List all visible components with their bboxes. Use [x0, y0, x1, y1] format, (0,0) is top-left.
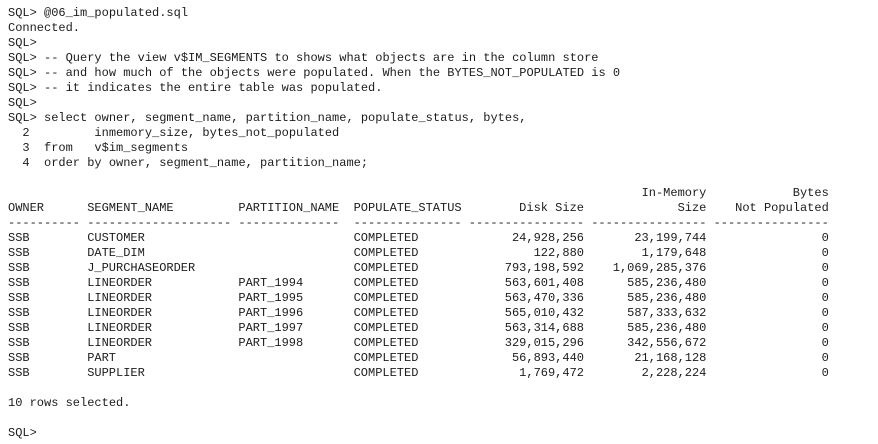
table-cell: 565,010,432: [504, 306, 584, 320]
terminal-line: SQL> -- Query the view v$IM_SEGMENTS to …: [8, 51, 599, 65]
table-cell: 0: [821, 261, 829, 275]
table-cell: 0: [821, 336, 829, 350]
table-cell: COMPLETED: [353, 351, 419, 365]
table-cell: LINEORDER: [87, 291, 152, 305]
header-separator: ----------: [8, 216, 81, 230]
table-cell: 23,199,744: [634, 231, 707, 245]
table-cell: 0: [821, 366, 829, 380]
table-cell: DATE_DIM: [87, 246, 145, 260]
table-cell: 0: [821, 351, 829, 365]
table-cell: SSB: [8, 366, 30, 380]
column-header: In-Memory: [641, 186, 707, 200]
table-cell: LINEORDER: [87, 321, 152, 335]
column-header: SEGMENT_NAME: [87, 201, 174, 215]
table-cell: PART_1994: [238, 276, 304, 290]
sql-prompt: SQL>: [8, 426, 37, 440]
table-cell: 585,236,480: [627, 321, 707, 335]
table-cell: 24,928,256: [511, 231, 584, 245]
table-cell: 0: [821, 276, 829, 290]
header-separator: --------------: [238, 216, 340, 230]
terminal-line: 3 from v$im_segments: [8, 141, 189, 155]
table-cell: SSB: [8, 231, 30, 245]
table-cell: SUPPLIER: [87, 366, 145, 380]
table-cell: SSB: [8, 336, 30, 350]
table-cell: 587,333,632: [627, 306, 707, 320]
column-header: Not Populated: [735, 201, 829, 215]
table-cell: 122,880: [533, 246, 584, 260]
table-cell: 329,015,296: [504, 336, 584, 350]
table-cell: J_PURCHASEORDER: [87, 261, 196, 275]
table-cell: SSB: [8, 246, 30, 260]
terminal-line: SQL> select owner, segment_name, partiti…: [8, 111, 527, 125]
table-cell: COMPLETED: [353, 261, 419, 275]
column-header: Size: [677, 201, 707, 215]
header-separator: --------------------: [87, 216, 232, 230]
table-cell: SSB: [8, 291, 30, 305]
terminal-line: Connected.: [8, 21, 81, 35]
table-cell: PART_1995: [238, 291, 304, 305]
column-header: Bytes: [792, 186, 829, 200]
table-cell: LINEORDER: [87, 306, 152, 320]
table-cell: 585,236,480: [627, 276, 707, 290]
table-cell: 342,556,672: [627, 336, 707, 350]
table-cell: 0: [821, 246, 829, 260]
table-cell: 1,069,285,376: [612, 261, 707, 275]
table-cell: CUSTOMER: [87, 231, 145, 245]
table-cell: 0: [821, 321, 829, 335]
table-cell: COMPLETED: [353, 246, 419, 260]
table-cell: PART_1996: [238, 306, 304, 320]
terminal-line: SQL> @06_im_populated.sql: [8, 6, 189, 20]
table-cell: COMPLETED: [353, 306, 419, 320]
table-cell: 0: [821, 291, 829, 305]
table-cell: LINEORDER: [87, 276, 152, 290]
column-header: PARTITION_NAME: [238, 201, 340, 215]
table-cell: 0: [821, 231, 829, 245]
row-count: 10 rows selected.: [8, 396, 131, 410]
table-cell: LINEORDER: [87, 336, 152, 350]
table-cell: 1,179,648: [641, 246, 707, 260]
table-cell: 793,198,592: [504, 261, 584, 275]
table-cell: PART_1997: [238, 321, 304, 335]
table-cell: PART: [87, 351, 116, 365]
table-cell: 563,314,688: [504, 321, 584, 335]
table-cell: SSB: [8, 261, 30, 275]
table-cell: 56,893,440: [511, 351, 584, 365]
table-cell: 585,236,480: [627, 291, 707, 305]
header-separator: ----------------: [468, 216, 585, 230]
table-cell: SSB: [8, 306, 30, 320]
table-cell: SSB: [8, 276, 30, 290]
table-cell: 563,470,336: [504, 291, 584, 305]
table-cell: 1,769,472: [519, 366, 584, 380]
table-cell: SSB: [8, 321, 30, 335]
column-header: OWNER: [8, 201, 45, 215]
table-cell: COMPLETED: [353, 291, 419, 305]
terminal-line: SQL> -- it indicates the entire table wa…: [8, 81, 383, 95]
table-cell: COMPLETED: [353, 231, 419, 245]
table-cell: 2,228,224: [641, 366, 707, 380]
terminal-line: SQL> -- and how much of the objects were…: [8, 66, 621, 80]
terminal-line: 2 inmemory_size, bytes_not_populated: [8, 126, 340, 140]
table-cell: PART_1998: [238, 336, 304, 350]
header-separator: ----------------: [591, 216, 707, 230]
header-separator: ---------------: [353, 216, 462, 230]
table-cell: 21,168,128: [634, 351, 707, 365]
table-cell: COMPLETED: [353, 276, 419, 290]
terminal-line: SQL>: [8, 96, 37, 110]
table-cell: COMPLETED: [353, 366, 419, 380]
table-cell: 0: [821, 306, 829, 320]
header-separator: ----------------: [713, 216, 829, 230]
terminal-line: 4 order by owner, segment_name, partitio…: [8, 156, 369, 170]
table-cell: COMPLETED: [353, 336, 419, 350]
column-header: POPULATE_STATUS: [353, 201, 462, 215]
terminal-line: SQL>: [8, 36, 37, 50]
column-header: Disk Size: [519, 201, 584, 215]
table-cell: 563,601,408: [504, 276, 584, 290]
table-cell: SSB: [8, 351, 30, 365]
table-cell: COMPLETED: [353, 321, 419, 335]
